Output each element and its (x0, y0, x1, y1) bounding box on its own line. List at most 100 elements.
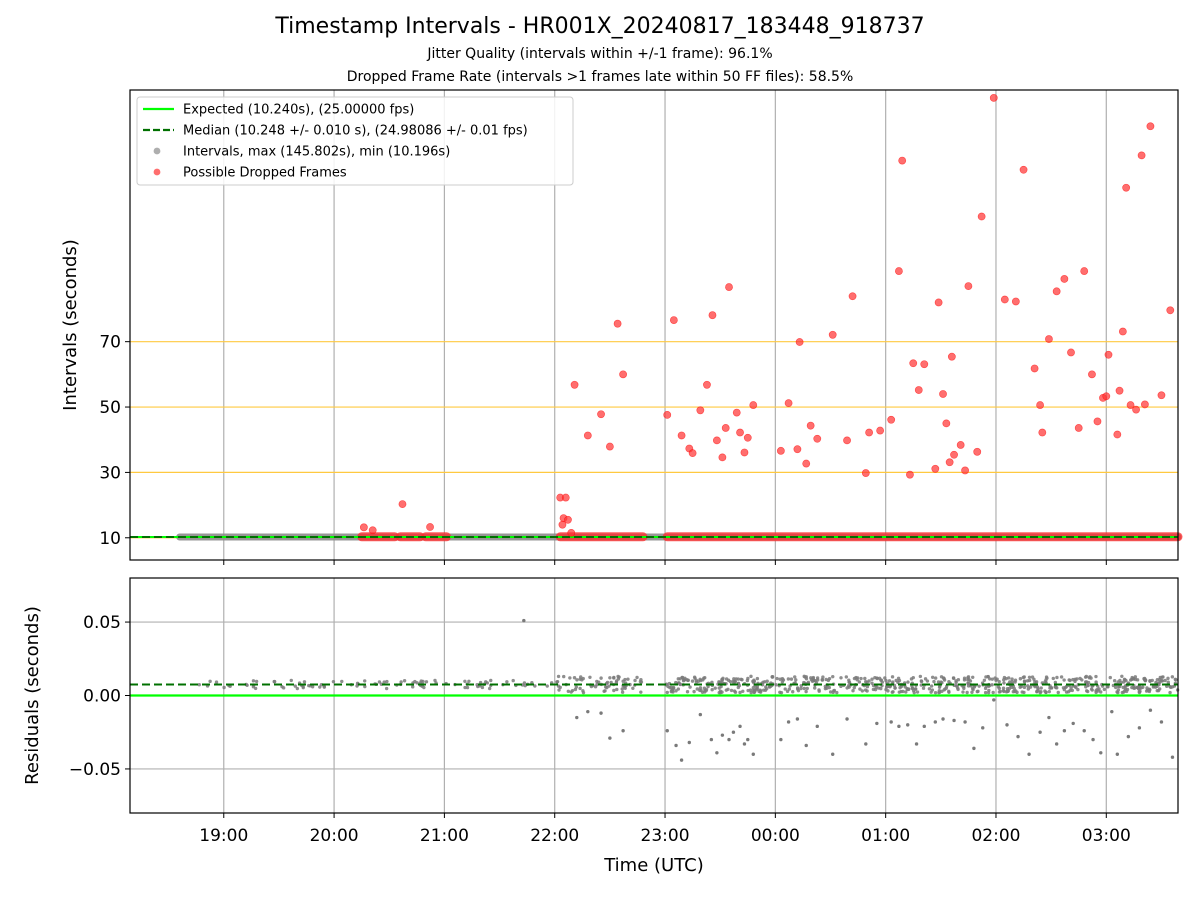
dropped-frame-point (1019, 165, 1028, 174)
residual-point (870, 681, 874, 685)
residual-point (588, 675, 592, 679)
residual-point (831, 674, 835, 679)
residual-point (1166, 676, 1170, 681)
residual-point (566, 689, 571, 694)
residual-point (987, 688, 991, 693)
residual-outlier-point (952, 718, 956, 723)
residual-outlier-point (1170, 755, 1175, 759)
dropped-frame-point (898, 156, 907, 165)
dropped-frame-point (1102, 392, 1111, 401)
dropped-frame-point (1036, 401, 1045, 409)
residual-point (972, 685, 977, 689)
dropped-frame-point (950, 450, 958, 459)
residual-point (331, 679, 336, 684)
residual-point (631, 686, 635, 690)
residual-outlier-point (1038, 730, 1042, 734)
dropped-frame-point (1080, 267, 1089, 275)
residual-point (871, 687, 876, 692)
residual-point (1002, 681, 1006, 685)
residual-point (937, 685, 942, 689)
residual-outlier-point (875, 721, 879, 726)
x-tick-label: 02:00 (971, 826, 1020, 846)
residual-point (1123, 678, 1127, 682)
residual-point (909, 677, 914, 681)
residual-outlier-point (941, 717, 945, 721)
residual-outlier-point (779, 737, 783, 742)
residual-point (996, 685, 1001, 689)
residual-point (1121, 685, 1125, 690)
dropped-frame-point (1132, 405, 1140, 414)
residual-point (620, 690, 625, 694)
residual-point (839, 676, 843, 680)
residual-point (765, 679, 769, 683)
residual-outlier-point (1099, 751, 1103, 755)
residual-outlier-point (815, 724, 819, 729)
y-tick-label: 10 (99, 529, 121, 549)
residual-outlier-point (981, 726, 985, 730)
residual-point (962, 678, 967, 682)
legend-dropped-swatch (153, 168, 161, 176)
residual-point (820, 678, 825, 682)
residual-point (921, 686, 926, 690)
dropped-frame-point (1157, 391, 1166, 400)
residual-point (1145, 686, 1149, 690)
residual-point (904, 690, 908, 694)
x-tick-label: 22:00 (530, 826, 579, 846)
dropped-frame-point (677, 431, 686, 440)
dropped-frame-point (784, 399, 793, 408)
residual-outlier-point (1047, 715, 1051, 720)
residual-outlier-point (933, 720, 938, 724)
residual-point (1166, 680, 1170, 684)
dropped-frame-point (597, 410, 605, 419)
intervals-axes-frame (129, 89, 1179, 561)
residual-point (686, 678, 690, 683)
residual-outlier-point (715, 751, 719, 755)
dropped-frame-point (1074, 424, 1083, 432)
residual-point (463, 685, 467, 690)
residual-point (1173, 677, 1178, 682)
y-tick-label: 50 (99, 398, 121, 418)
residual-point (876, 686, 881, 690)
residual-point (745, 678, 750, 683)
residual-point (966, 684, 971, 688)
residual-point (1120, 674, 1124, 678)
dropped-frame-point (740, 448, 749, 457)
residual-outlier-point (738, 724, 742, 729)
dropped-frame-point (973, 447, 982, 456)
dropped-frame-point (1038, 428, 1047, 437)
residual-point (947, 680, 951, 684)
residual-point (786, 677, 791, 681)
residual-point (1102, 687, 1107, 692)
residual-point (607, 684, 611, 688)
residual-point (997, 679, 1001, 684)
residual-outlier-point (731, 730, 736, 734)
residual-outlier-point (864, 742, 868, 746)
residual-point (951, 676, 956, 680)
dropped-frame-point (961, 466, 969, 475)
residual-point (281, 686, 286, 690)
residual-point (905, 686, 909, 691)
residual-point (724, 677, 729, 681)
residual-point (746, 688, 750, 693)
legend: Expected (10.240s), (25.00000 fps) Median… (136, 96, 574, 186)
residual-point (1089, 687, 1094, 691)
dropped-frame-point (583, 431, 592, 440)
residual-point (732, 689, 737, 693)
residual-point (804, 689, 808, 694)
residual-point (915, 690, 920, 694)
residual-point (1007, 676, 1011, 680)
residual-point (811, 676, 815, 681)
residual-point (1051, 676, 1055, 681)
residual-point (208, 679, 212, 684)
dropped-frame-point (1045, 335, 1053, 343)
dropped-frame-point (1118, 327, 1127, 336)
residual-point (556, 674, 561, 679)
residual-point (402, 679, 407, 683)
residual-point (245, 683, 249, 688)
residual-outlier-point (621, 729, 625, 733)
dropped-frame-point (1060, 275, 1069, 283)
dropped-frame-point (398, 500, 407, 509)
dropped-frame-point (1104, 350, 1113, 359)
dropped-frame-point (964, 282, 973, 291)
